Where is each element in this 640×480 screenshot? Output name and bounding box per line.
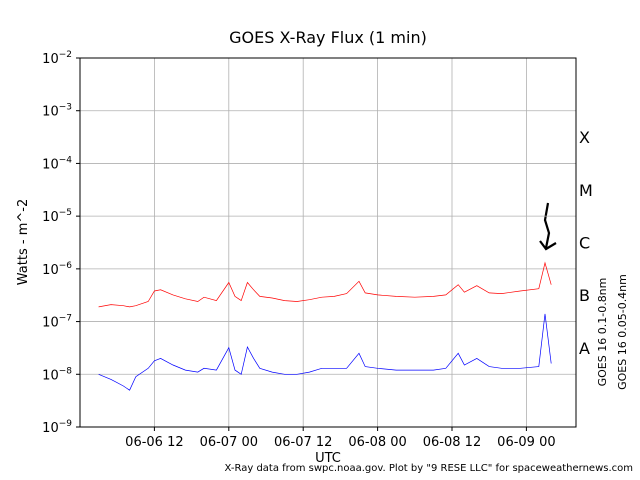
x-tick-label: 06-09 00 bbox=[497, 435, 555, 450]
y-tick-label: 10−7 bbox=[42, 314, 72, 331]
legend-label: GOES 16 0.1-0.8nm bbox=[596, 278, 609, 387]
legend-label: GOES 16 0.05-0.4nm bbox=[616, 274, 629, 390]
series-line bbox=[98, 313, 552, 391]
x-tick-label: 06-08 12 bbox=[423, 435, 481, 450]
y-tick-label: 10−9 bbox=[42, 419, 72, 436]
y-tick-label: 10−6 bbox=[42, 261, 72, 278]
x-tick-label: 06-08 00 bbox=[348, 435, 406, 450]
y-tick-label: 10−2 bbox=[42, 50, 72, 67]
flare-class-label: A bbox=[579, 339, 590, 358]
flare-class-label: M bbox=[579, 181, 593, 200]
y-tick-label: 10−8 bbox=[42, 366, 72, 383]
flare-class-label: X bbox=[579, 128, 590, 147]
x-axis-label: UTC bbox=[315, 451, 341, 466]
chart-title: GOES X-Ray Flux (1 min) bbox=[229, 28, 427, 47]
plot-frame bbox=[79, 57, 577, 428]
flare-class-label: B bbox=[579, 286, 590, 305]
x-tick-label: 06-07 12 bbox=[274, 435, 332, 450]
x-tick-label: 06-07 00 bbox=[200, 435, 258, 450]
y-axis-label: Watts - m^-2 bbox=[16, 199, 31, 285]
flare-class-label: C bbox=[579, 234, 590, 253]
y-tick-label: 10−5 bbox=[42, 208, 72, 225]
footer-note: X-Ray data from swpc.noaa.gov. Plot by "… bbox=[225, 463, 633, 474]
arrow-annotation bbox=[539, 202, 557, 251]
x-tick-label: 06-06 12 bbox=[125, 435, 183, 450]
y-tick-label: 10−4 bbox=[42, 155, 72, 172]
series-line bbox=[98, 261, 552, 308]
y-tick-label: 10−3 bbox=[42, 103, 72, 120]
